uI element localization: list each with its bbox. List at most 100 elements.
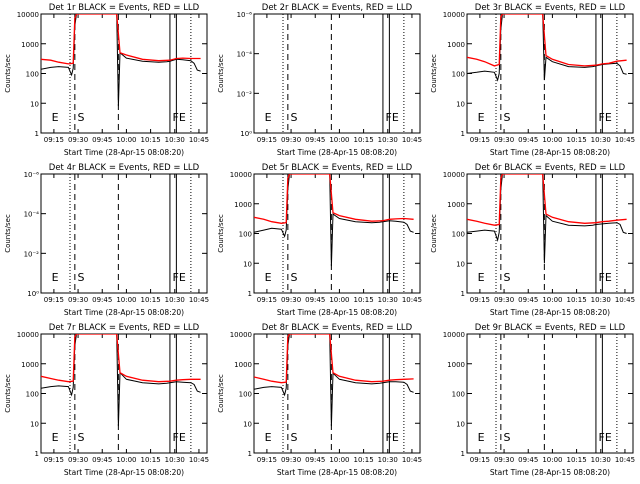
marker-s: S xyxy=(503,271,510,284)
y-tick-label: 10000 xyxy=(443,11,465,19)
x-tick-label: 09:15 xyxy=(44,136,64,144)
x-tick-label: 09:15 xyxy=(44,296,64,304)
x-tick-label: 10:00 xyxy=(329,296,349,304)
y-tick-label: 10 xyxy=(243,260,252,268)
x-tick-label: 09:30 xyxy=(494,136,514,144)
marker-fe: FE xyxy=(599,111,612,124)
y-tick-label: 100 xyxy=(452,71,465,79)
marker-fe: FE xyxy=(599,431,612,444)
marker-e: E xyxy=(52,271,59,284)
chart-svg: Det 9r BLACK = Events, RED = LLD Start Ti… xyxy=(443,323,635,477)
chart-title: Det 5r BLACK = Events, RED = LLD xyxy=(262,163,413,173)
x-tick-label: 10:15 xyxy=(566,456,586,464)
chart-svg: Det 3r BLACK = Events, RED = LLD Counts/s… xyxy=(430,3,635,157)
x-tick-label: 10:15 xyxy=(566,296,586,304)
detector-panel-7: Det 7r BLACK = Events, RED = LLD Counts/s… xyxy=(0,320,213,484)
x-tick-label: 10:45 xyxy=(402,136,422,144)
x-tick-label: 10:00 xyxy=(542,136,562,144)
marker-fe: FE xyxy=(173,431,186,444)
series-events xyxy=(41,334,201,427)
series-lld xyxy=(254,334,414,384)
chart-title: Det 1r BLACK = Events, RED = LLD xyxy=(49,3,200,13)
y-tick-label: 1000 xyxy=(21,41,39,49)
y-axis-label: Counts/sec xyxy=(4,214,12,253)
y-axis-label: Counts/sec xyxy=(217,374,225,413)
y-tick-label: 10000 xyxy=(443,171,465,179)
y-tick-label: 10⁻⁶ xyxy=(24,171,40,179)
marker-e: E xyxy=(52,431,59,444)
x-axis-label: Start Time (28-Apr-15 08:08:20) xyxy=(277,308,397,317)
marker-s: S xyxy=(77,271,84,284)
y-tick-label: 10 xyxy=(456,420,465,428)
y-tick-label: 1000 xyxy=(21,361,39,369)
x-tick-label: 09:30 xyxy=(281,296,301,304)
marker-e: E xyxy=(265,111,272,124)
y-axis-label: Counts/sec xyxy=(4,54,12,93)
series-events xyxy=(254,174,414,267)
detector-panel-5: Det 5r BLACK = Events, RED = LLD Counts/s… xyxy=(213,160,426,324)
marker-e: E xyxy=(478,111,485,124)
x-tick-label: 10:00 xyxy=(329,456,349,464)
x-axis-label: Start Time (28-Apr-15 08:08:20) xyxy=(64,308,184,317)
marker-e: E xyxy=(265,431,272,444)
x-tick-label: 10:45 xyxy=(615,136,635,144)
x-tick-label: 10:30 xyxy=(378,296,398,304)
x-tick-label: 10:15 xyxy=(140,456,160,464)
y-axis-label: Counts/sec xyxy=(430,54,438,93)
x-tick-label: 10:45 xyxy=(615,296,635,304)
y-axis-label: Counts/sec xyxy=(217,54,225,93)
x-tick-label: 10:30 xyxy=(378,136,398,144)
x-axis-label: Start Time (28-Apr-15 08:08:20) xyxy=(64,148,184,157)
chart-title: Det 4r BLACK = Events, RED = LLD xyxy=(49,163,200,173)
x-tick-label: 09:15 xyxy=(257,296,277,304)
chart-title: Det 2r BLACK = Events, RED = LLD xyxy=(262,3,413,13)
y-tick-label: 1000 xyxy=(234,201,252,209)
x-tick-label: 09:15 xyxy=(470,136,490,144)
x-tick-label: 10:30 xyxy=(591,136,611,144)
plot-frame xyxy=(253,13,421,134)
x-tick-label: 10:15 xyxy=(353,456,373,464)
chart-svg: Det 4r BLACK = Events, RED = LLD Counts/s… xyxy=(4,163,209,317)
x-tick-label: 10:00 xyxy=(542,296,562,304)
x-tick-label: 09:45 xyxy=(518,456,538,464)
x-tick-label: 09:30 xyxy=(281,456,301,464)
y-tick-label: 100 xyxy=(26,391,39,399)
y-tick-label: 1000 xyxy=(447,201,465,209)
y-tick-label: 10⁰ xyxy=(27,290,39,298)
x-axis-label: Start Time (28-Apr-15 08:08:20) xyxy=(277,148,397,157)
y-tick-label: 10000 xyxy=(17,331,39,339)
x-tick-label: 09:45 xyxy=(92,456,112,464)
x-tick-label: 10:30 xyxy=(165,296,185,304)
x-tick-label: 09:45 xyxy=(518,296,538,304)
y-tick-label: 10⁻⁴ xyxy=(237,51,253,59)
series-lld xyxy=(467,14,627,67)
x-tick-label: 09:30 xyxy=(494,296,514,304)
marker-fe: FE xyxy=(386,111,399,124)
x-tick-label: 10:15 xyxy=(566,136,586,144)
x-tick-label: 09:15 xyxy=(257,456,277,464)
x-axis-label: Start Time (28-Apr-15 08:08:20) xyxy=(490,148,610,157)
detector-panel-6: Det 6r BLACK = Events, RED = LLD Counts/s… xyxy=(426,160,639,324)
y-tick-label: 10000 xyxy=(443,331,465,339)
series-group xyxy=(254,174,414,267)
x-tick-label: 10:30 xyxy=(591,296,611,304)
x-tick-label: 09:30 xyxy=(494,456,514,464)
x-tick-label: 10:15 xyxy=(140,136,160,144)
marker-s: S xyxy=(290,111,297,124)
y-tick-label: 1 xyxy=(461,450,465,458)
chart-svg: Det 6r BLACK = Events, RED = LLD Counts/s… xyxy=(430,163,635,317)
chart-title: Det 3r BLACK = Events, RED = LLD xyxy=(475,3,626,13)
y-tick-label: 10⁻² xyxy=(237,90,253,98)
series-events xyxy=(41,14,201,107)
chart-title: Det 8r BLACK = Events, RED = LLD xyxy=(262,323,413,333)
marker-fe: FE xyxy=(386,431,399,444)
y-tick-label: 10000 xyxy=(17,11,39,19)
chart-svg: Det 2r BLACK = Events, RED = LLD Counts/s… xyxy=(217,3,422,157)
x-tick-label: 09:15 xyxy=(257,136,277,144)
y-tick-label: 1000 xyxy=(447,41,465,49)
x-tick-label: 09:15 xyxy=(44,456,64,464)
x-tick-label: 10:15 xyxy=(140,296,160,304)
y-axis-label: Counts/sec xyxy=(430,214,438,253)
x-tick-label: 10:30 xyxy=(165,456,185,464)
x-tick-label: 09:30 xyxy=(281,136,301,144)
